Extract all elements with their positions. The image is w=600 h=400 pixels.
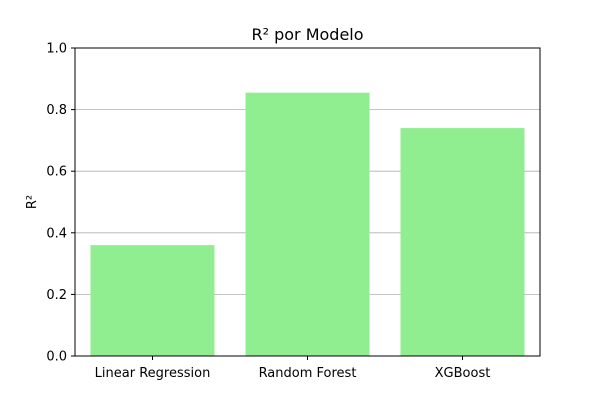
y-tick-label: 0.4	[46, 226, 67, 241]
y-axis: 0.0 0.2 0.4 0.6 0.8 1.0	[46, 42, 75, 365]
bar-random-forest	[245, 92, 370, 356]
y-axis-label: R²	[25, 195, 40, 209]
bar-xgboost	[400, 128, 525, 356]
y-tick-label: 0.2	[46, 288, 67, 303]
x-axis: Linear Regression Random Forest XGBoost	[95, 356, 491, 381]
x-tick-label: XGBoost	[435, 366, 491, 381]
bars	[90, 92, 525, 356]
bar-linear-regression	[90, 245, 215, 356]
x-tick-label: Linear Regression	[95, 366, 211, 381]
y-tick-label: 0.0	[46, 350, 67, 365]
y-tick-label: 1.0	[46, 42, 67, 57]
y-tick-label: 0.8	[46, 103, 67, 118]
chart-title: R² por Modelo	[251, 25, 363, 44]
y-tick-label: 0.6	[46, 165, 67, 180]
x-tick-label: Random Forest	[259, 366, 357, 381]
